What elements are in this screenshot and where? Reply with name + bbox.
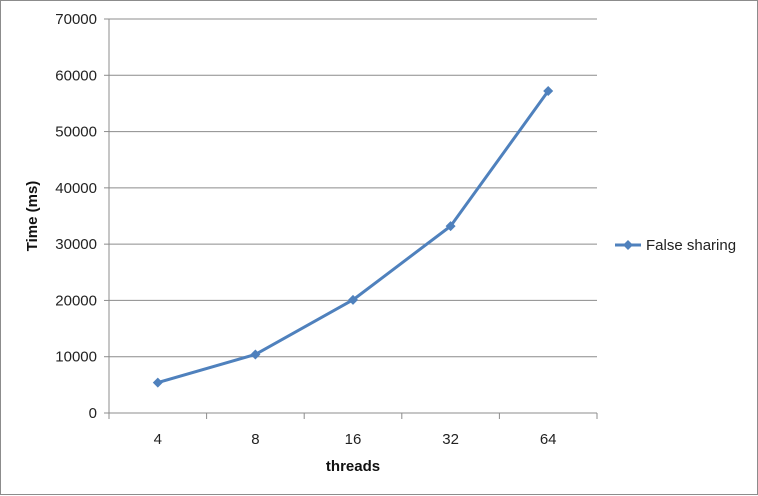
y-tick-label: 40000 xyxy=(55,180,97,197)
y-tick-labels: 0 10000 20000 30000 40000 50000 60000 70000 xyxy=(55,11,97,422)
legend-marker xyxy=(623,240,633,250)
x-tick-label: 8 xyxy=(251,431,259,448)
x-tick-label: 64 xyxy=(540,431,557,448)
y-tick-label: 30000 xyxy=(55,236,97,253)
x-tick-label: 16 xyxy=(345,431,362,448)
legend: False sharing xyxy=(615,237,736,254)
data-point xyxy=(152,377,163,388)
gridlines xyxy=(104,18,597,414)
y-tick-label: 70000 xyxy=(55,11,97,28)
y-tick-label: 20000 xyxy=(55,292,97,309)
y-tick-label: 50000 xyxy=(55,124,97,141)
x-tick-label: 32 xyxy=(442,431,459,448)
data-point xyxy=(250,349,261,360)
y-tick-label: 0 xyxy=(89,405,97,422)
x-tick-label: 4 xyxy=(154,431,162,448)
series-layer xyxy=(152,86,554,388)
series-line xyxy=(157,90,550,385)
axes xyxy=(108,19,598,419)
x-tick-labels: 4 8 16 32 64 xyxy=(154,431,557,448)
x-axis-title: threads xyxy=(326,458,380,475)
data-point xyxy=(543,86,554,97)
data-point xyxy=(445,221,456,232)
y-tick-label: 10000 xyxy=(55,349,97,366)
legend-label: False sharing xyxy=(646,237,736,254)
y-tick-label: 60000 xyxy=(55,67,97,84)
data-point xyxy=(348,294,358,305)
y-axis-title: Time (ms) xyxy=(24,181,41,252)
